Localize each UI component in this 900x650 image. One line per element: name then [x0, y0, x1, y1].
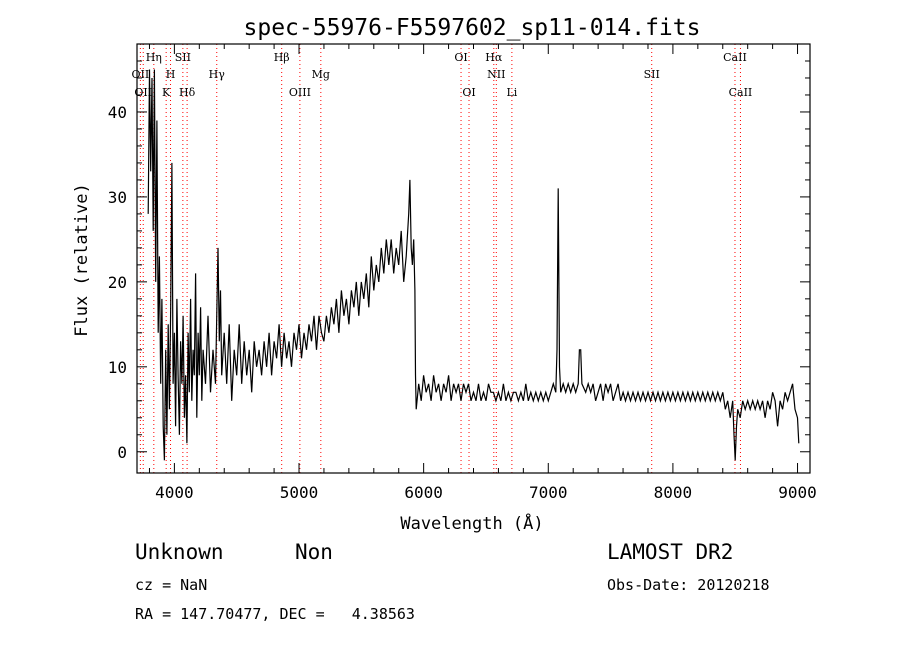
line-label-12: OI [462, 86, 475, 99]
chart-title: spec-55976-F5597602_sp11-014.fits [244, 15, 701, 41]
line-label-11: OI [454, 51, 467, 64]
line-label-8: Hβ [274, 51, 290, 64]
y-tick-label-3: 30 [108, 188, 127, 207]
y-tick-label-1: 10 [108, 358, 127, 377]
y-axis-label: Flux (relative) [72, 183, 92, 337]
line-label-13: Hα [485, 51, 503, 64]
observation-date: Obs-Date: 20120218 [607, 576, 770, 594]
line-label-4: H [166, 68, 176, 81]
x-axis: 4000 5000 6000 7000 8000 9000 [148, 44, 817, 502]
line-label-17: CaII [723, 51, 747, 64]
line-label-9: OIII [289, 86, 311, 99]
spectral-line-markers [139, 44, 741, 473]
object-class: Unknown [135, 540, 224, 564]
line-label-2: Hη [146, 51, 162, 64]
x-tick-label-2: 6000 [404, 483, 443, 502]
line-label-15: Li [506, 86, 517, 99]
line-label-18: CaII [729, 86, 753, 99]
line-label-14: NII [487, 68, 505, 81]
object-subclass: Non [295, 540, 333, 564]
plot-frame [136, 43, 811, 474]
survey-name: LAMOST DR2 [607, 540, 734, 564]
y-axis: 0 10 20 30 40 [108, 43, 810, 462]
line-label-6: Hδ [179, 86, 196, 99]
x-tick-label-3: 7000 [529, 483, 568, 502]
y-tick-label-0: 0 [117, 443, 127, 462]
x-tick-label-5: 9000 [778, 483, 817, 502]
coordinates: RA = 147.70477, DEC = 4.38563 [135, 605, 415, 623]
x-tick-label-1: 5000 [280, 483, 319, 502]
x-tick-label-4: 8000 [654, 483, 693, 502]
line-label-7: Hγ [209, 68, 226, 81]
y-tick-label-2: 20 [108, 273, 127, 292]
x-axis-label: Wavelength (Å) [400, 512, 543, 534]
redshift-value: cz = NaN [135, 576, 208, 594]
y-tick-label-4: 40 [108, 103, 127, 122]
x-tick-label-0: 4000 [155, 483, 194, 502]
line-label-0: OII [132, 68, 150, 81]
line-label-10: Mg [312, 68, 330, 81]
line-label-5: SII [175, 51, 191, 64]
line-label-1: OII [134, 86, 152, 99]
spectrum-series-line [147, 69, 800, 461]
line-label-3: K [162, 86, 171, 99]
line-label-16: SII [644, 68, 660, 81]
